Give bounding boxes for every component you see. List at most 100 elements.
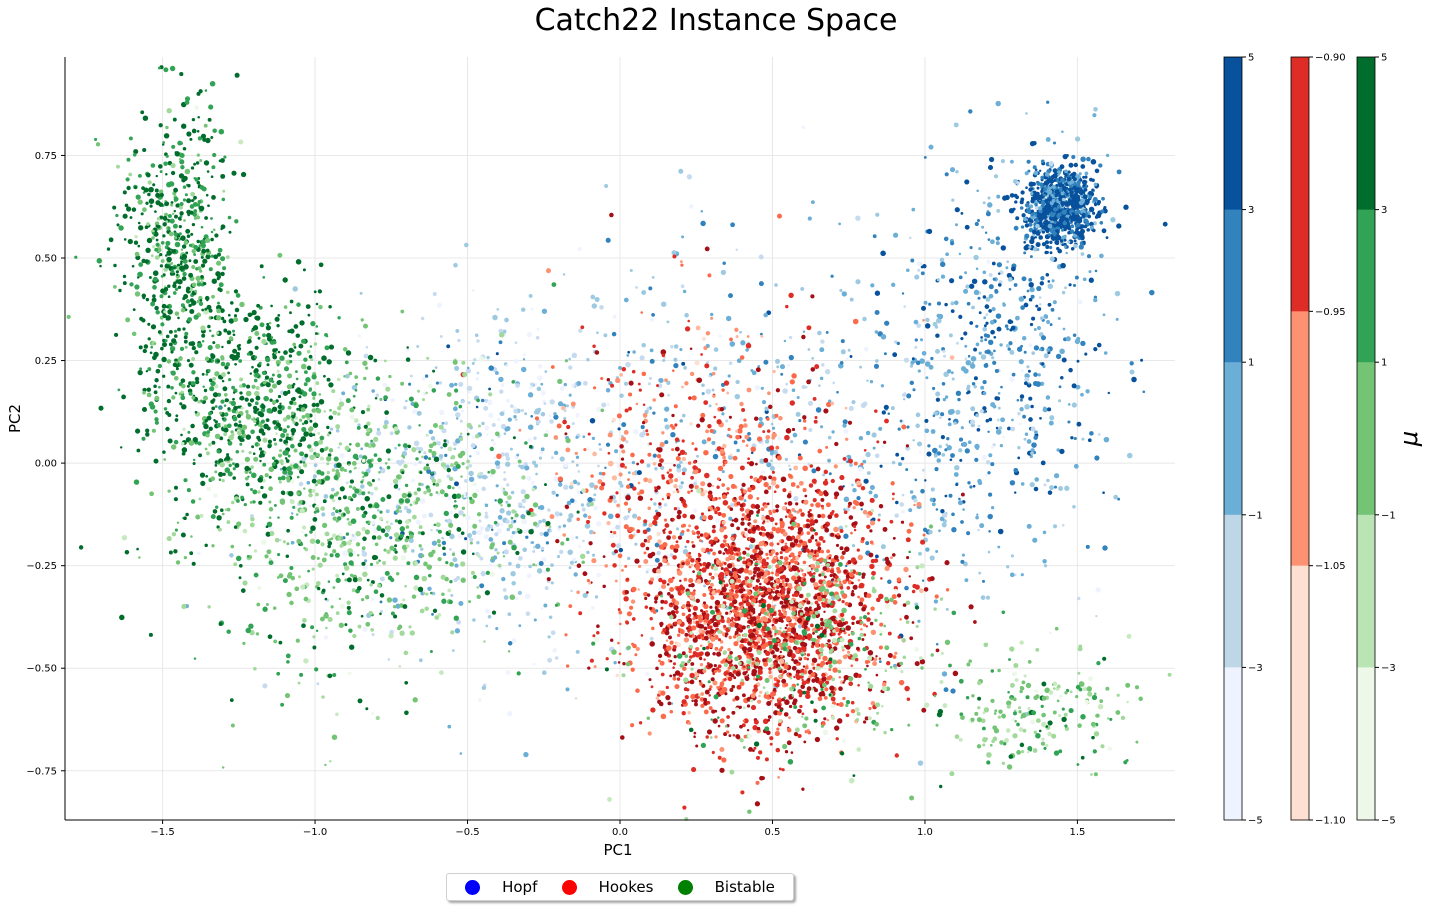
data-point-hopf (990, 239, 995, 245)
data-point-hopf (499, 389, 504, 394)
data-point-hookes (618, 472, 623, 477)
data-point-hookes (702, 592, 707, 598)
data-point-hopf (1024, 244, 1031, 250)
data-point-hopf (953, 421, 957, 425)
data-point-hopf (1000, 417, 1006, 423)
data-point-hookes (717, 465, 724, 472)
data-point-hookes (871, 570, 876, 576)
data-point-hookes (735, 734, 741, 739)
data-point-hookes (797, 530, 802, 535)
data-point-hopf (389, 431, 394, 436)
data-point-hopf (1070, 217, 1075, 222)
data-point-hopf (673, 344, 679, 349)
data-point-hopf (982, 579, 985, 583)
data-point-hopf (908, 508, 913, 513)
data-point-hookes (868, 706, 872, 711)
data-point-hookes (582, 571, 588, 577)
data-point-hopf (836, 390, 839, 394)
data-point-hopf (735, 248, 738, 252)
data-point-hopf (1026, 365, 1030, 369)
data-point-hookes (845, 437, 849, 441)
data-point-hopf (1007, 426, 1011, 431)
data-point-hookes (776, 727, 780, 731)
data-point-hopf (515, 383, 520, 388)
data-point-hookes (721, 494, 727, 500)
data-point-hopf (592, 498, 596, 502)
data-point-hopf (1076, 421, 1082, 427)
data-point-hopf (611, 331, 617, 337)
data-point-hopf (994, 289, 999, 294)
data-point-hopf (550, 630, 556, 636)
data-point-hookes (688, 524, 692, 528)
data-point-hopf (953, 122, 959, 128)
data-point-hookes (873, 657, 878, 662)
data-point-hopf (969, 246, 973, 250)
data-point-hopf (541, 308, 548, 314)
data-point-hookes (640, 634, 644, 637)
data-point-hookes (904, 685, 910, 692)
data-point-hopf (966, 301, 971, 306)
data-point-hopf (780, 372, 784, 376)
data-point-hookes (835, 737, 839, 741)
data-point-hopf (342, 550, 348, 556)
data-point-hookes (712, 651, 716, 656)
data-point-hookes (626, 611, 632, 617)
data-point-hopf (758, 254, 764, 260)
data-point-hookes (869, 540, 874, 545)
data-point-hopf (976, 189, 979, 193)
data-point-hopf (505, 670, 511, 675)
data-point-hookes (744, 527, 748, 532)
data-point-hopf (444, 519, 448, 522)
data-point-hookes (908, 575, 912, 578)
data-point-hookes (832, 667, 838, 673)
data-point-hopf (1055, 234, 1061, 239)
data-point-hopf (987, 339, 994, 346)
data-point-hookes (707, 482, 712, 488)
data-point-hookes (638, 721, 643, 725)
data-point-hopf (964, 578, 969, 583)
data-point-hookes (768, 511, 773, 516)
data-point-hopf (472, 358, 477, 362)
data-point-hopf (524, 412, 528, 416)
data-point-hopf (1036, 286, 1042, 292)
data-point-hookes (726, 715, 730, 719)
data-point-hopf (851, 400, 856, 405)
data-point-hopf (1006, 565, 1010, 569)
data-point-hopf (728, 361, 733, 365)
data-point-hopf (586, 358, 590, 362)
data-point-hopf (901, 292, 905, 295)
data-point-hopf (1045, 250, 1049, 254)
data-point-hookes (695, 560, 698, 563)
data-point-hopf (935, 348, 940, 354)
data-point-hookes (750, 693, 756, 699)
data-point-hopf (985, 296, 991, 302)
data-point-hopf (1031, 442, 1037, 448)
data-point-hopf (524, 593, 531, 600)
data-point-hopf (1071, 187, 1074, 190)
data-point-hopf (839, 288, 843, 293)
data-point-hookes (778, 658, 785, 664)
data-point-hookes (718, 550, 722, 555)
data-point-hopf (846, 357, 849, 361)
data-point-hopf (316, 682, 320, 686)
data-point-hookes (750, 503, 756, 509)
data-point-hookes (707, 437, 711, 442)
data-point-hopf (521, 518, 528, 525)
data-point-hopf (568, 365, 573, 370)
data-point-hopf (1005, 266, 1009, 270)
data-point-hopf (793, 495, 799, 502)
data-point-hookes (607, 460, 614, 467)
data-point-hopf (1027, 169, 1031, 173)
data-point-hopf (444, 453, 448, 458)
data-point-hookes (715, 402, 718, 406)
data-point-hopf (975, 515, 979, 520)
data-point-hookes (615, 673, 620, 678)
data-point-hopf (673, 362, 679, 369)
data-point-hookes (798, 693, 803, 698)
data-point-hopf (627, 350, 631, 354)
data-point-hopf (523, 461, 528, 467)
data-point-hookes (816, 596, 823, 602)
data-point-hookes (684, 326, 691, 332)
data-point-hookes (721, 757, 727, 763)
data-point-hopf (471, 435, 476, 440)
